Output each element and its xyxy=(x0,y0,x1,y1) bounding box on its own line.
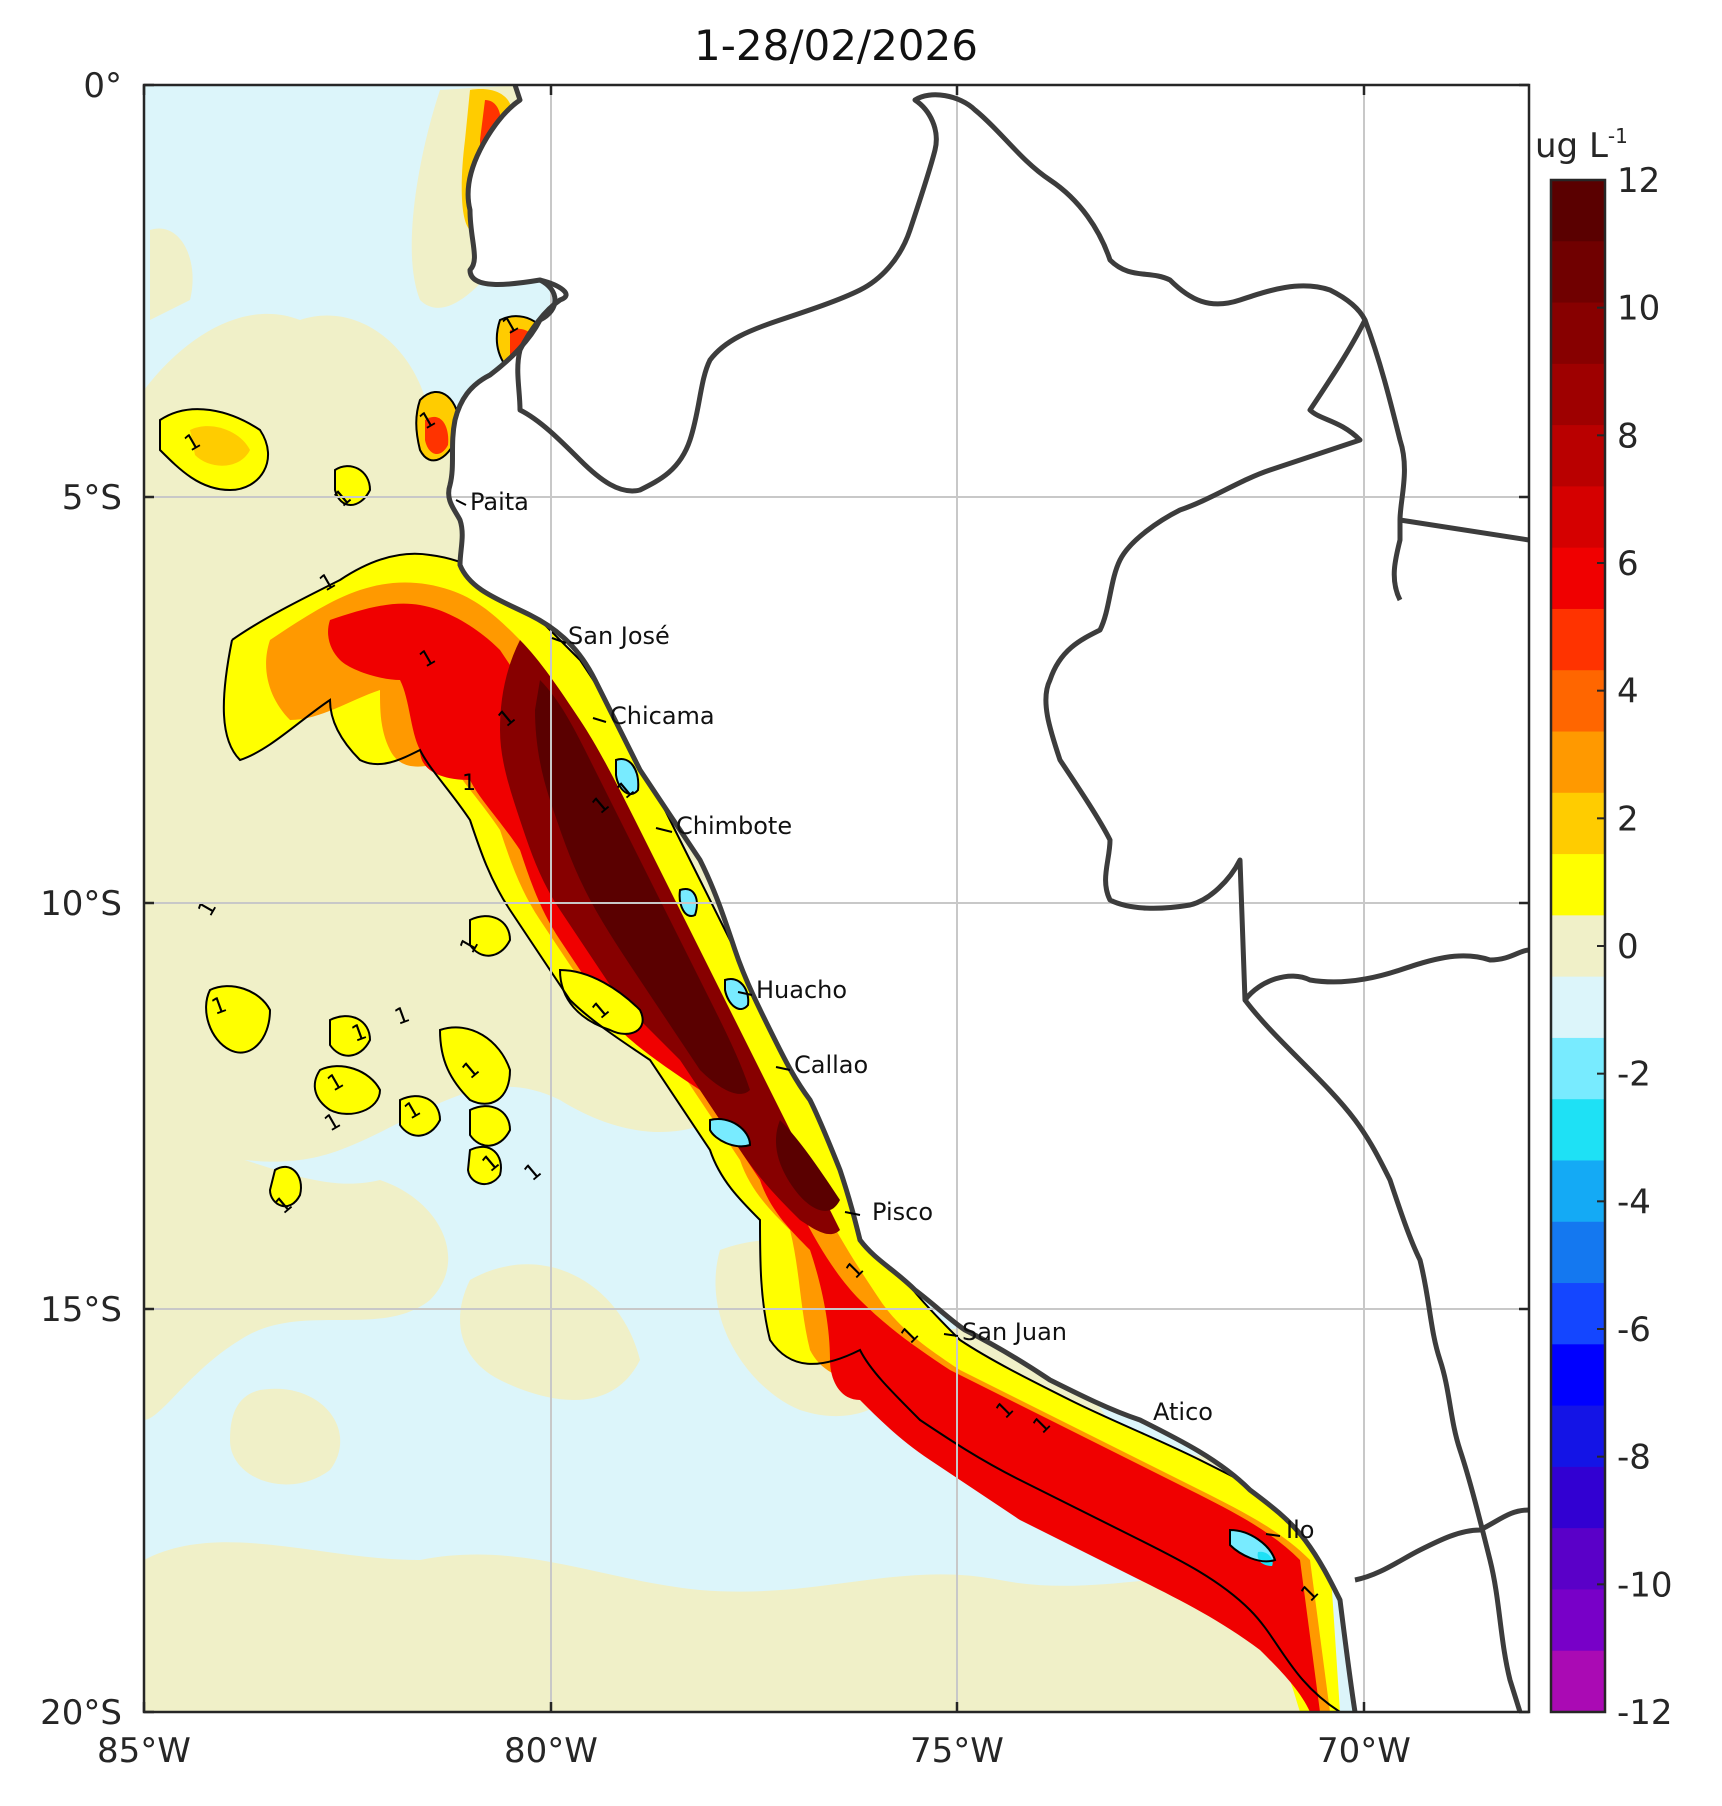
colorbar-band xyxy=(1551,1283,1605,1345)
colorbar-band xyxy=(1551,915,1605,978)
land-mass xyxy=(448,85,1529,1712)
colorbar-band xyxy=(1551,731,1605,794)
place-label-paita: Paita xyxy=(470,488,529,516)
x-tick-label: 75°W xyxy=(910,1731,1004,1771)
axis-ticks xyxy=(142,83,1529,1714)
colorbar-band xyxy=(1551,1466,1605,1529)
colorbar-band xyxy=(1551,792,1605,855)
colorbar-unit: ug L-1 xyxy=(1535,124,1628,166)
positive-anomaly-band xyxy=(160,89,1340,1712)
colorbar-band xyxy=(1551,363,1605,426)
x-tick-label: 70°W xyxy=(1317,1731,1411,1771)
colorbar-bands xyxy=(1551,180,1605,1713)
y-tick-label: 15°S xyxy=(40,1290,122,1330)
colorbar-tick-label: -6 xyxy=(1617,1310,1651,1350)
colorbar-band xyxy=(1551,241,1605,304)
place-label-huacho: Huacho xyxy=(756,976,847,1004)
plot-frame xyxy=(142,83,1531,1714)
place-label-san-jose: San José xyxy=(568,622,670,650)
y-tick-label: 20°S xyxy=(40,1693,122,1733)
colorbar-band xyxy=(1551,1650,1605,1713)
political-borders xyxy=(446,85,1529,1712)
y-tick-label: 10°S xyxy=(40,884,122,924)
colorbar-band xyxy=(1551,425,1605,487)
place-labels: Paita San José Chicama Chimbote Huacho C… xyxy=(470,488,1314,1544)
colorbar-tick-label: 12 xyxy=(1617,161,1660,201)
colorbar-band xyxy=(1551,1160,1605,1223)
colorbar-tick-label: -10 xyxy=(1617,1565,1673,1605)
contour-label: 1 xyxy=(462,771,476,796)
grid-lines xyxy=(144,85,1529,1712)
colorbar-band xyxy=(1551,1405,1605,1468)
x-tick-label: 85°W xyxy=(97,1731,191,1771)
place-label-pisco: Pisco xyxy=(872,1198,933,1226)
colorbar-band xyxy=(1551,180,1605,242)
colorbar-tick-label: 10 xyxy=(1617,289,1660,329)
colorbar-band xyxy=(1551,976,1605,1039)
place-label-chimbote: Chimbote xyxy=(676,812,792,840)
place-label-callao: Callao xyxy=(794,1051,868,1079)
colorbar-tick-label: 6 xyxy=(1617,544,1639,584)
colorbar-tick-label: -12 xyxy=(1617,1693,1673,1733)
place-label-san-juan: San Juan xyxy=(962,1318,1067,1346)
colorbar-band xyxy=(1551,1037,1605,1100)
colorbar: ug L-1 12 10 8 6 4 2 0 -2 -4 -6 -8 -10 -12 xyxy=(1535,124,1673,1733)
colorbar-tick-label: 2 xyxy=(1617,799,1639,839)
colorbar-tick-label: 0 xyxy=(1617,927,1639,967)
colorbar-band xyxy=(1551,547,1605,610)
colorbar-band xyxy=(1551,1344,1605,1407)
colorbar-band xyxy=(1551,1221,1605,1284)
place-label-ilo: Ilo xyxy=(1286,1516,1314,1544)
place-marker-lines xyxy=(455,499,1281,1537)
colorbar-band xyxy=(1551,302,1605,365)
map-plot-area: 1 1 1 1 1 1 1 1 1 1 1 1 1 1 1 1 1 1 1 1 … xyxy=(144,85,1529,1712)
colorbar-band xyxy=(1551,1099,1605,1161)
colorbar-tick-label: 4 xyxy=(1617,672,1639,712)
y-axis-labels: 0° 5°S 10°S 15°S 20°S xyxy=(40,66,122,1733)
colorbar-band xyxy=(1551,1528,1605,1590)
colorbar-band xyxy=(1551,1589,1605,1652)
x-tick-label: 80°W xyxy=(504,1731,598,1771)
place-label-chicama: Chicama xyxy=(610,702,715,730)
colorbar-band xyxy=(1551,486,1605,549)
y-tick-label: 5°S xyxy=(62,478,122,518)
colorbar-labels: 12 10 8 6 4 2 0 -2 -4 -6 -8 -10 -12 xyxy=(1597,161,1673,1733)
x-axis-labels: 85°W 80°W 75°W 70°W xyxy=(97,1731,1411,1771)
colorbar-tick-label: -2 xyxy=(1617,1055,1651,1095)
map-title: 1-28/02/2026 xyxy=(694,21,978,70)
colorbar-band xyxy=(1551,854,1605,916)
place-label-atico: Atico xyxy=(1153,1398,1213,1426)
colorbar-band xyxy=(1551,608,1605,671)
y-tick-label: 0° xyxy=(83,66,122,106)
colorbar-band xyxy=(1551,670,1605,733)
colorbar-tick-label: -4 xyxy=(1617,1182,1651,1222)
colorbar-tick-label: 8 xyxy=(1617,416,1639,456)
colorbar-tick-label: -8 xyxy=(1617,1438,1651,1478)
